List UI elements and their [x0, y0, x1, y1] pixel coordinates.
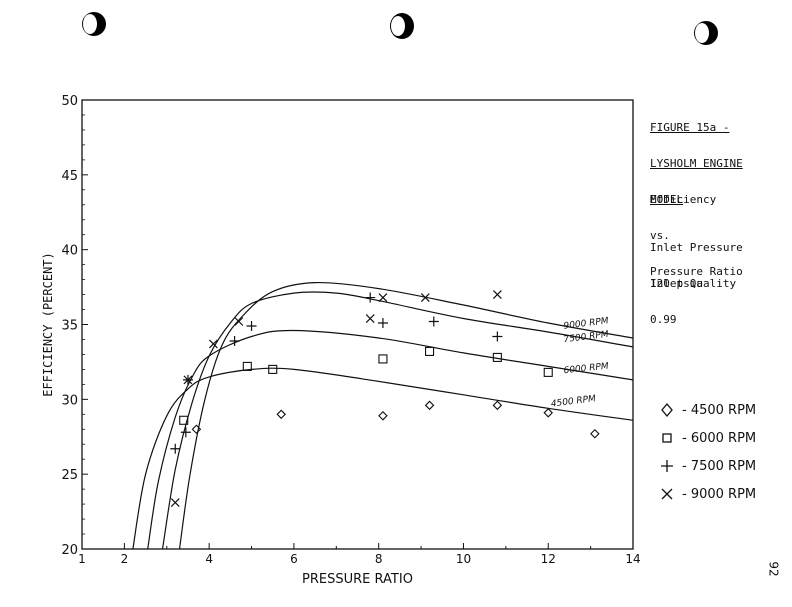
- curve-label: 7500 RPM: [563, 330, 609, 345]
- plus-point: [229, 335, 240, 346]
- plus-marker-icon: [661, 460, 673, 472]
- plus-point: [492, 331, 503, 342]
- x-tick-label: 2: [121, 552, 129, 566]
- page-number: 92: [766, 561, 781, 577]
- diamond-point: [543, 408, 554, 418]
- desc-line2: vs.: [650, 229, 670, 242]
- inlet-pressure-line1: Inlet Pressure: [650, 241, 743, 254]
- diamond-marker-icon: [661, 402, 673, 418]
- plus-point: [246, 320, 257, 331]
- square-point: [268, 364, 278, 374]
- figure-title-line2: LYSHOLM ENGINE: [650, 157, 743, 170]
- curve-label: 4500 RPM: [550, 394, 596, 409]
- y-tick-label: 40: [61, 244, 78, 259]
- cross-point: [492, 290, 502, 299]
- square-point: [242, 361, 252, 371]
- y-tick-label: 30: [61, 393, 78, 408]
- plus-point: [180, 427, 191, 438]
- x-tick-label: 4: [205, 552, 213, 566]
- figure-description: Efficiency vs. Pressure Ratio: [650, 170, 743, 290]
- diamond-point: [276, 409, 286, 420]
- diamond-point: [424, 400, 435, 411]
- desc-line3: Pressure Ratio: [650, 265, 743, 278]
- figure-title-line3: MODEL: [650, 193, 684, 206]
- y-tick-label: 50: [61, 94, 78, 109]
- chart-curves: [132, 281, 634, 550]
- y-tick-label: 25: [61, 468, 78, 483]
- cross-point: [183, 375, 193, 385]
- plus-point: [170, 443, 181, 454]
- legend-label-9000: - 9000 RPM: [682, 486, 757, 502]
- square-point: [425, 346, 435, 356]
- plus-point: [428, 316, 439, 327]
- x-tick-label: 1: [78, 552, 86, 566]
- punch-hole-left: [82, 12, 106, 36]
- x-axis-label: PRESSURE RATIO: [302, 572, 413, 587]
- curve-9000-rpm: [178, 281, 634, 550]
- x-tick-label: 14: [625, 552, 640, 566]
- square-point: [543, 367, 553, 377]
- y-tick-label: 35: [61, 319, 78, 334]
- inlet-quality-line2: 0.99: [650, 313, 677, 326]
- legend-item-9000: - 9000 RPM: [658, 480, 756, 508]
- curve-7500-rpm: [161, 291, 634, 550]
- y-axis-label: EFFICIENCY (PERCENT): [41, 252, 55, 397]
- chart-legend: - 4500 RPM - 6000 RPM - 7500 RPM - 9000 …: [658, 396, 756, 508]
- curve-6000-rpm: [147, 329, 634, 550]
- cross-marker-icon: [661, 488, 673, 500]
- curve-4500-rpm: [132, 367, 634, 550]
- plot-frame: [81, 99, 634, 550]
- cross-point: [420, 293, 430, 302]
- diamond-point: [378, 411, 388, 421]
- diamond-point: [191, 424, 202, 435]
- desc-line1: Efficiency: [650, 193, 717, 206]
- cross-point: [378, 293, 388, 302]
- inlet-pressure: Inlet Pressure 120 psia: [650, 218, 743, 302]
- square-marker-icon: [662, 433, 672, 443]
- x-tick-label: 12: [541, 552, 556, 566]
- legend-label-6000: - 6000 RPM: [682, 430, 757, 446]
- inlet-quality-line1: Inlet Quality: [650, 277, 737, 290]
- plus-point: [365, 292, 376, 303]
- x-tick-label: 10: [456, 552, 471, 566]
- legend-item-4500: - 4500 RPM: [658, 396, 756, 424]
- legend-item-7500: - 7500 RPM: [658, 452, 756, 480]
- square-point: [179, 415, 189, 425]
- inlet-pressure-line2: 120 psia: [650, 277, 703, 290]
- cross-point: [170, 498, 180, 508]
- diamond-point: [492, 400, 503, 411]
- square-point: [492, 352, 502, 362]
- diamond-point: [590, 428, 600, 439]
- y-tick-label: 45: [61, 169, 78, 184]
- cross-point: [365, 314, 375, 323]
- x-tick-label: 6: [290, 552, 298, 566]
- x-tick-label: 8: [375, 552, 383, 566]
- figure-title-line1: FIGURE 15a -: [650, 121, 730, 134]
- inlet-quality: Inlet Quality 0.99: [650, 254, 736, 338]
- plus-point: [377, 318, 388, 329]
- legend-item-6000: - 6000 RPM: [658, 424, 756, 452]
- figure-caption: FIGURE 15a - LYSHOLM ENGINE MODEL: [650, 98, 743, 218]
- curve-label: 6000 RPM: [563, 362, 609, 377]
- y-tick-label: 20: [61, 543, 78, 558]
- punch-hole-center: [390, 13, 414, 39]
- punch-hole-right: [694, 21, 718, 45]
- square-point: [378, 354, 388, 364]
- cross-point: [208, 339, 218, 349]
- legend-label-7500: - 7500 RPM: [682, 458, 757, 474]
- cross-point: [234, 317, 244, 326]
- legend-label-4500: - 4500 RPM: [682, 402, 757, 418]
- chart-points: [170, 290, 600, 508]
